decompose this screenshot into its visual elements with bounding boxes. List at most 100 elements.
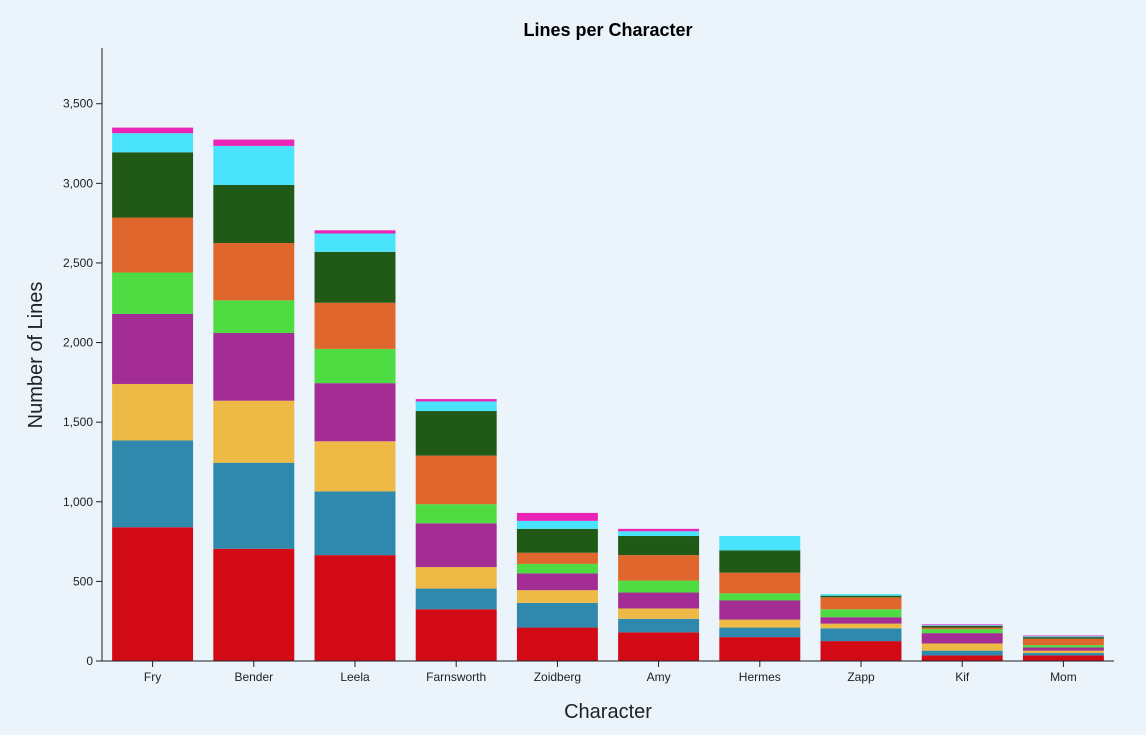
x-tick-label-fry: Fry xyxy=(144,670,161,684)
bar-segment-leela-6 xyxy=(314,251,396,303)
bar-segment-zoidberg-2 xyxy=(516,590,598,603)
bar-segment-leela-0 xyxy=(314,555,396,661)
bar-segment-mom-2 xyxy=(1022,650,1104,654)
x-tick-label-mom: Mom xyxy=(1050,670,1077,684)
x-tick-label-bender: Bender xyxy=(234,670,273,684)
bar-segment-zoidberg-6 xyxy=(516,528,598,553)
bar-segment-hermes-4 xyxy=(719,593,801,601)
y-tick-label: 500 xyxy=(73,574,93,588)
bar-segment-hermes-2 xyxy=(719,619,801,628)
bar-segment-leela-2 xyxy=(314,441,396,492)
bar-segment-zapp-6 xyxy=(820,595,902,598)
bar-segment-amy-3 xyxy=(618,592,700,609)
bar-segment-fry-1 xyxy=(112,440,194,528)
bar-segment-mom-3 xyxy=(1022,647,1104,651)
bar-segment-bender-5 xyxy=(213,243,295,301)
bar-segment-mom-0 xyxy=(1022,655,1104,661)
bar-segment-fry-7 xyxy=(112,133,194,153)
bar-segment-amy-4 xyxy=(618,580,700,593)
bar-segment-hermes-3 xyxy=(719,600,801,620)
bar-segment-amy-8 xyxy=(618,528,700,532)
y-tick-label: 3,000 xyxy=(63,176,93,190)
bar-segment-farnsworth-6 xyxy=(415,411,497,456)
bar-segment-zoidberg-1 xyxy=(516,602,598,628)
bar-segment-zoidberg-3 xyxy=(516,573,598,591)
bar-segment-fry-4 xyxy=(112,272,194,314)
bar-segment-farnsworth-8 xyxy=(415,399,497,402)
bar-segment-bender-4 xyxy=(213,300,295,333)
bar-segment-amy-6 xyxy=(618,536,700,556)
bar-segment-zapp-1 xyxy=(820,628,902,642)
bar-segment-fry-8 xyxy=(112,127,194,134)
x-tick-label-leela: Leela xyxy=(340,670,370,684)
bar-segment-bender-6 xyxy=(213,184,295,244)
bar-segment-leela-1 xyxy=(314,491,396,556)
bar-segment-farnsworth-3 xyxy=(415,523,497,568)
bar-segment-farnsworth-1 xyxy=(415,588,497,610)
bar-segment-mom-1 xyxy=(1022,653,1104,656)
bar-segment-mom-8 xyxy=(1022,635,1104,637)
y-tick-label: 3,500 xyxy=(63,97,93,111)
bar-segment-mom-7 xyxy=(1022,636,1104,638)
bar-segment-amy-7 xyxy=(618,531,700,537)
bar-segment-zapp-2 xyxy=(820,623,902,629)
bar-segment-hermes-5 xyxy=(719,572,801,594)
bar-segment-kif-8 xyxy=(921,624,1003,626)
bar-segment-bender-3 xyxy=(213,333,295,401)
bar-segment-mom-4 xyxy=(1022,645,1104,648)
y-tick-label: 0 xyxy=(86,654,93,668)
bar-segment-fry-6 xyxy=(112,152,194,218)
x-tick-label-zoidberg: Zoidberg xyxy=(534,670,581,684)
bar-segment-kif-5 xyxy=(921,627,1003,630)
chart-title: Lines per Character xyxy=(523,20,692,40)
y-tick-label: 2,000 xyxy=(63,336,93,350)
bar-segment-fry-5 xyxy=(112,217,194,273)
bar-segment-leela-3 xyxy=(314,383,396,442)
bar-segment-zoidberg-4 xyxy=(516,563,598,574)
x-tick-label-zapp: Zapp xyxy=(847,670,875,684)
bar-segment-hermes-1 xyxy=(719,627,801,638)
bar-segment-leela-7 xyxy=(314,233,396,252)
bar-segment-farnsworth-5 xyxy=(415,455,497,505)
bar-segment-zapp-3 xyxy=(820,617,902,624)
bar-segment-farnsworth-0 xyxy=(415,609,497,661)
bar-segment-hermes-7 xyxy=(719,536,801,551)
bar-segment-fry-0 xyxy=(112,527,194,661)
bar-segment-leela-8 xyxy=(314,230,396,234)
y-tick-label: 1,500 xyxy=(63,415,93,429)
y-tick-label: 1,000 xyxy=(63,495,93,509)
bar-segment-kif-7 xyxy=(921,625,1003,626)
x-tick-label-kif: Kif xyxy=(955,670,970,684)
bar-segment-zoidberg-5 xyxy=(516,552,598,564)
bar-segment-amy-0 xyxy=(618,632,700,661)
bar-segment-kif-4 xyxy=(921,629,1003,634)
bar-segment-amy-2 xyxy=(618,608,700,619)
bar-segment-farnsworth-7 xyxy=(415,401,497,412)
bar-segment-amy-5 xyxy=(618,555,700,581)
bar-segment-fry-2 xyxy=(112,383,194,441)
x-tick-label-hermes: Hermes xyxy=(739,670,781,684)
bar-segment-kif-3 xyxy=(921,633,1003,644)
bar-segment-farnsworth-2 xyxy=(415,567,497,589)
x-tick-label-amy: Amy xyxy=(647,670,671,684)
bar-segment-mom-6 xyxy=(1022,637,1104,639)
bar-segment-bender-2 xyxy=(213,400,295,463)
bar-segment-bender-1 xyxy=(213,462,295,549)
bar-segment-zoidberg-7 xyxy=(516,520,598,529)
bar-segment-zapp-7 xyxy=(820,594,902,596)
bar-segment-kif-6 xyxy=(921,625,1003,628)
y-axis-label: Number of Lines xyxy=(25,282,47,429)
x-axis: Fry Bender Leela Farnsworth Zoidberg Amy Herme… xyxy=(102,660,1114,684)
bar-segment-leela-5 xyxy=(314,302,396,349)
bar-segment-zapp-5 xyxy=(820,597,902,610)
bar-segment-hermes-6 xyxy=(719,550,801,573)
bar-segment-fry-3 xyxy=(112,313,194,384)
y-axis: 0 500 1,000 1,500 2,000 2,500 3,000 3,500 xyxy=(63,48,103,668)
bar-segment-bender-7 xyxy=(213,145,295,185)
bar-segment-kif-0 xyxy=(921,655,1003,661)
bar-segment-mom-5 xyxy=(1022,638,1104,646)
bar-segment-kif-2 xyxy=(921,643,1003,651)
bar-segment-farnsworth-4 xyxy=(415,504,497,524)
